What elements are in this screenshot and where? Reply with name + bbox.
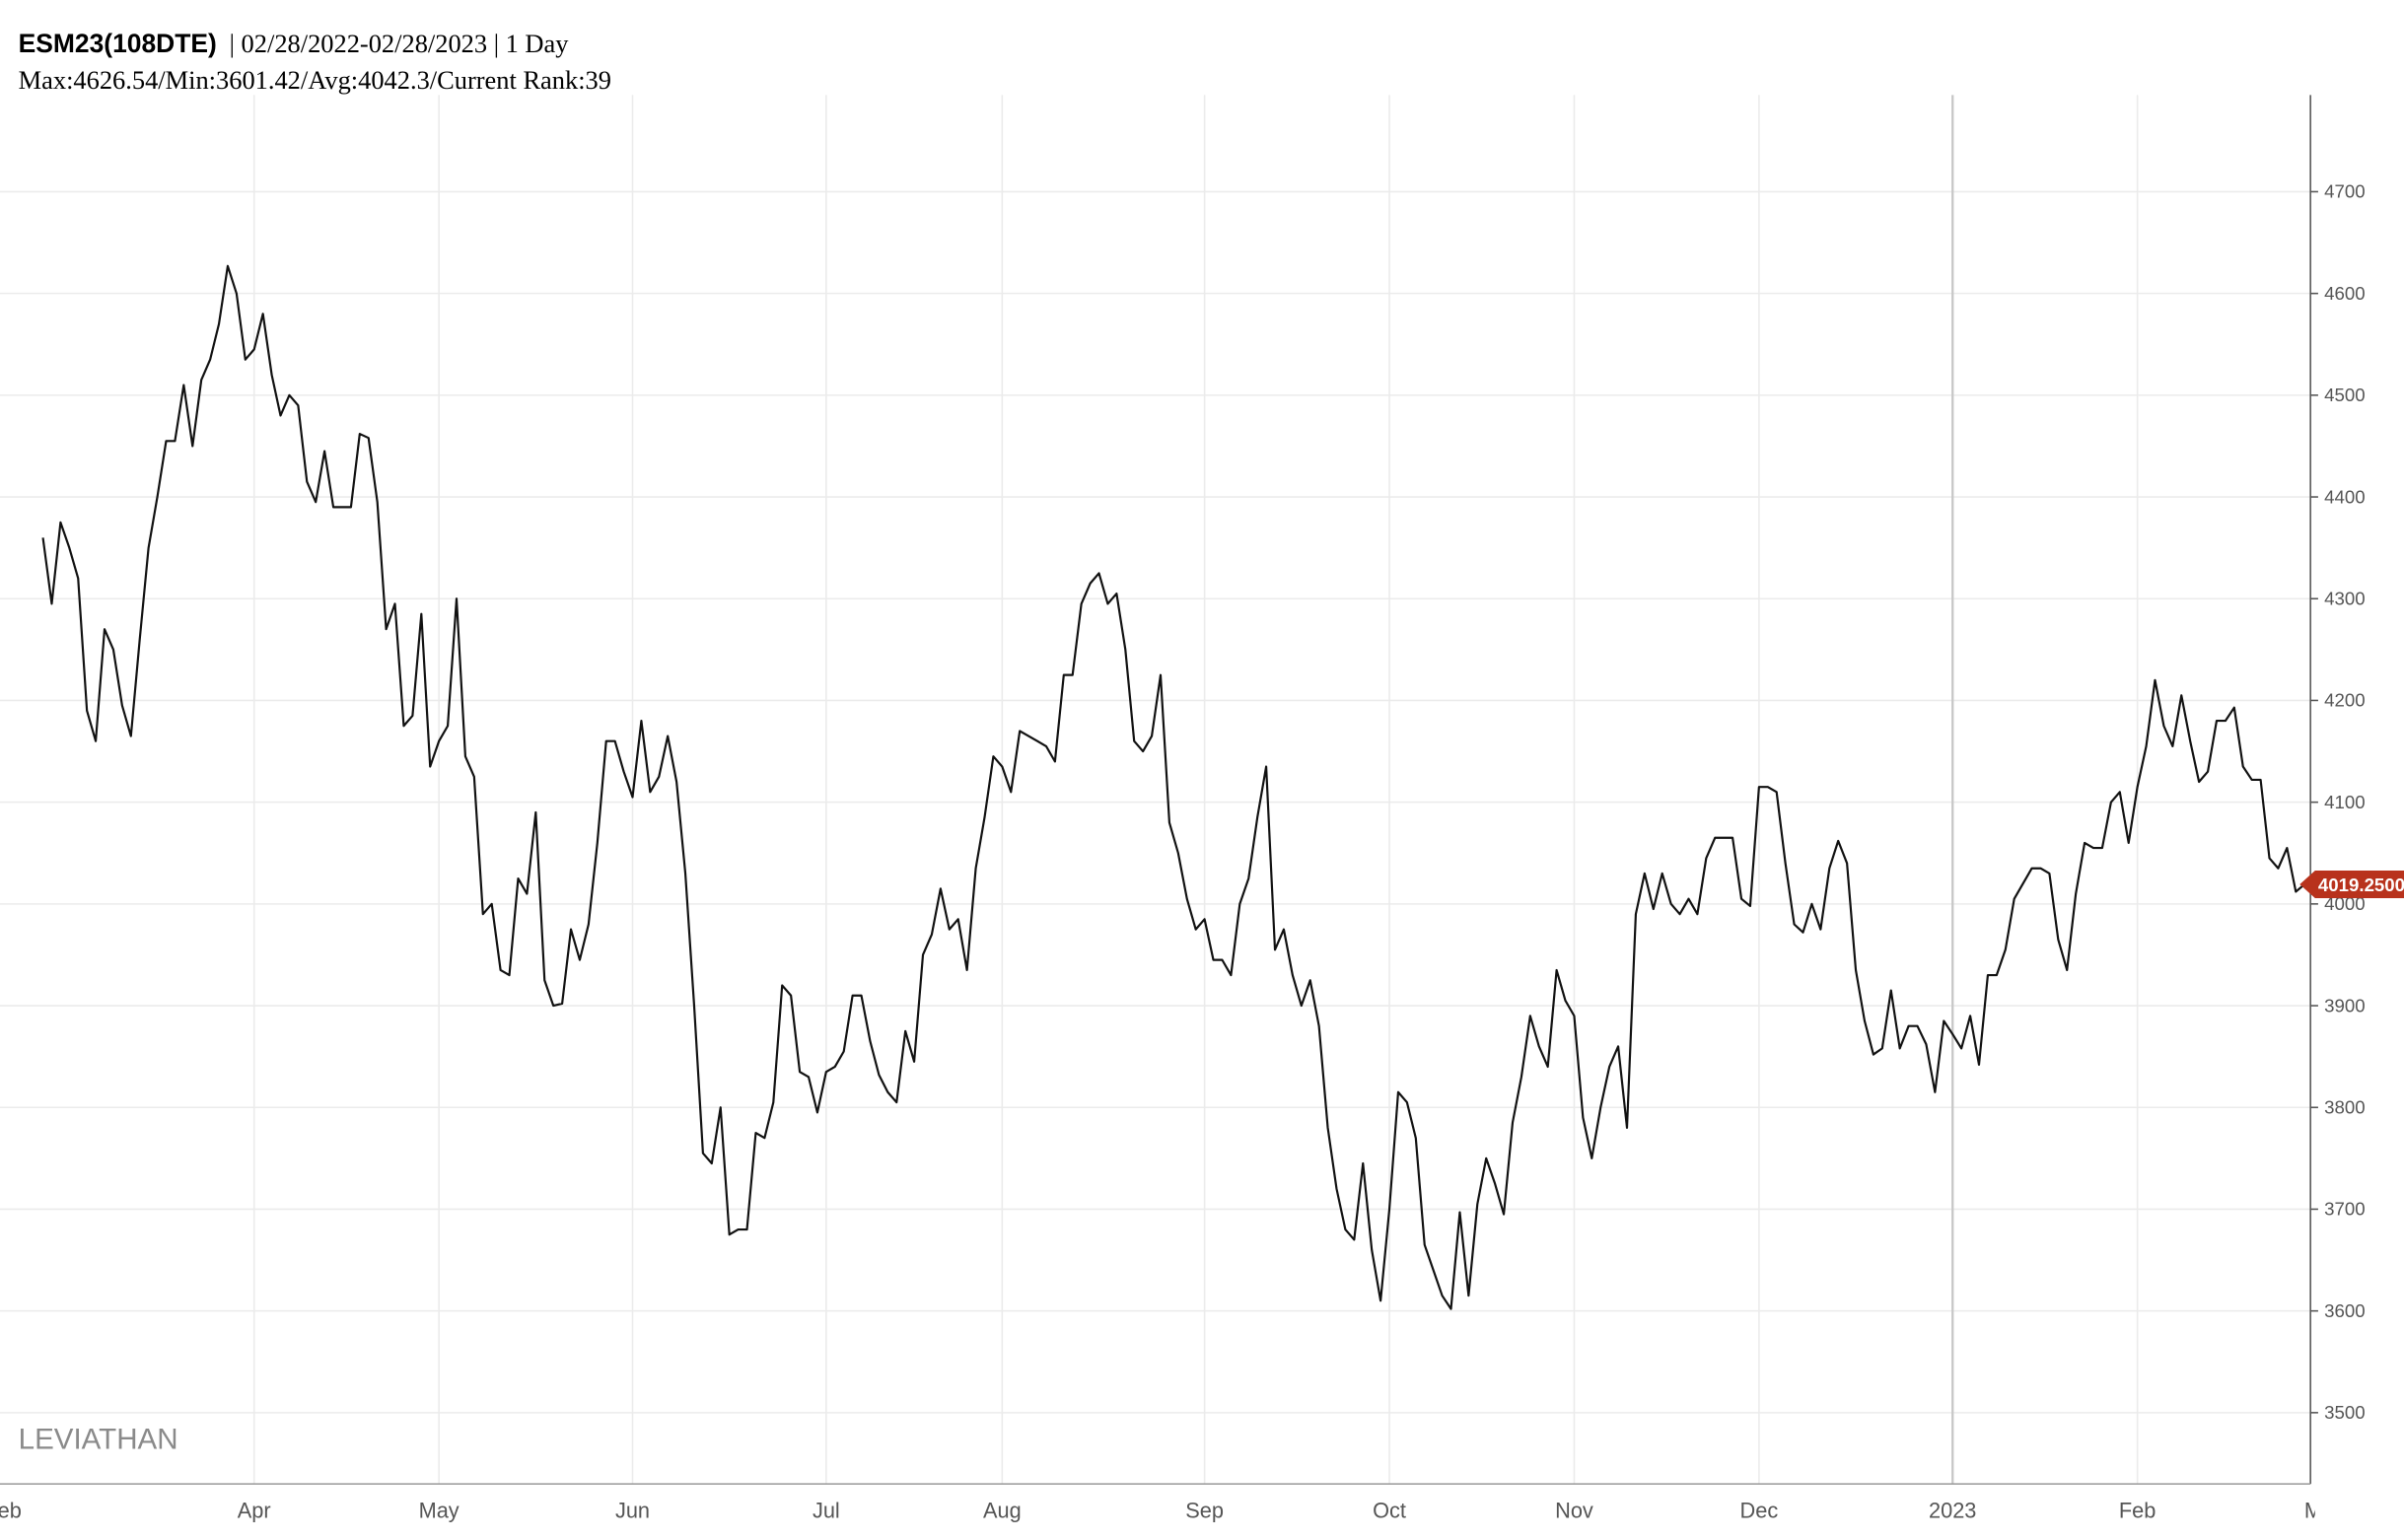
- x-tick-label: Sep: [1185, 1498, 1224, 1522]
- marks: 4019.2500: [41, 264, 2404, 1310]
- y-tick-label: 4300: [2324, 588, 2365, 608]
- x-tick-label: Aug: [983, 1498, 1022, 1522]
- y-tick-label: 4200: [2324, 690, 2365, 711]
- x-tick-label: Oct: [1373, 1498, 1406, 1522]
- price-line: [41, 264, 2305, 1310]
- y-tick-label: 4000: [2324, 893, 2365, 914]
- x-tick-label: May: [419, 1498, 460, 1522]
- y-tick-label: 3900: [2324, 995, 2365, 1015]
- y-tick-label: 3800: [2324, 1096, 2365, 1117]
- x-tick-label: Apr: [238, 1498, 271, 1522]
- x-tick-label-edge: Mar: [2304, 1498, 2341, 1522]
- edge-labels: Feb Mar: [0, 1498, 2341, 1522]
- y-tick-label: 3700: [2324, 1199, 2365, 1220]
- x-tick-label: Jul: [813, 1498, 840, 1522]
- chart-title: ESM23(108DTE): [19, 29, 217, 58]
- x-tick-label: Jun: [615, 1498, 650, 1522]
- chart-subtitle: Max:4626.54/Min:3601.42/Avg:4042.3/Curre…: [19, 65, 611, 95]
- y-tick-label: 4600: [2324, 283, 2365, 304]
- y-tick-label: 3500: [2324, 1402, 2365, 1423]
- y-tick-label: 4400: [2324, 486, 2365, 507]
- y-tick-label: 4700: [2324, 181, 2365, 202]
- x-tick-label: Feb: [2119, 1498, 2156, 1522]
- x-tick-label: 2023: [1929, 1498, 1976, 1522]
- watermark: LEVIATHAN: [19, 1423, 178, 1455]
- y-tick-label: 3600: [2324, 1300, 2365, 1321]
- chart-header: ESM23(108DTE) | 02/28/2022-02/28/2023 | …: [19, 29, 570, 58]
- grid: 3500 3600 3700 3800 3900 4000 4100 4200 4300 4400…: [0, 95, 2366, 1522]
- last-value-tag: [2299, 870, 2404, 898]
- x-tick-label: Dec: [1740, 1498, 1779, 1522]
- y-tick-label: 4100: [2324, 792, 2365, 812]
- x-tick-label: Nov: [1555, 1498, 1593, 1522]
- x-tick-label-edge: Feb: [0, 1498, 22, 1522]
- chart-title-suffix: | 02/28/2022-02/28/2023 | 1 Day: [230, 29, 570, 58]
- last-value-label: 4019.2500: [2318, 875, 2404, 895]
- y-tick-label: 4500: [2324, 385, 2365, 405]
